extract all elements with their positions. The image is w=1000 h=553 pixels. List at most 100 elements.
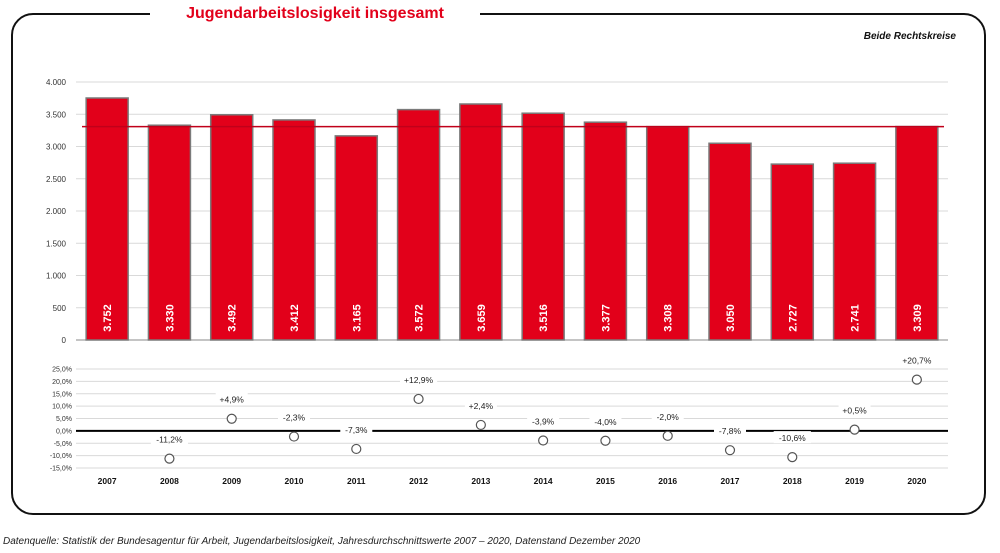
chart-title: Jugendarbeitslosigkeit insgesamt	[150, 1, 480, 27]
bar	[459, 103, 503, 341]
x-category-label: 2017	[721, 476, 740, 486]
point-label-bg	[340, 422, 373, 435]
x-category-label: 2008	[160, 476, 179, 486]
top-y-tick-label: 1.000	[46, 272, 67, 281]
top-y-tick-label: 500	[53, 304, 67, 313]
point-label-bg	[838, 403, 871, 416]
data-point	[226, 413, 237, 424]
bar	[583, 121, 628, 341]
top-y-tick-label: 2.000	[46, 207, 67, 216]
bar	[895, 125, 939, 341]
bottom-y-tick-label: 5,0%	[56, 416, 72, 423]
point-label-bg	[651, 409, 684, 422]
x-category-label: 2020	[907, 476, 926, 486]
point-label-bg	[215, 392, 248, 405]
point-label-bg	[589, 414, 622, 427]
bar	[521, 112, 565, 341]
x-category-label: 2012	[409, 476, 428, 486]
bar-value-label: 3.572	[414, 304, 426, 332]
data-point	[911, 374, 922, 385]
top-y-tick-label: 1.500	[46, 239, 67, 248]
bar	[645, 125, 690, 341]
data-point	[662, 430, 673, 441]
chart-frame	[11, 13, 986, 515]
data-point	[724, 445, 736, 456]
data-point	[164, 453, 175, 464]
top-y-tick-label: 4.000	[46, 78, 67, 87]
bar-value-label: 3.516	[538, 304, 550, 332]
bottom-y-tick-label: 15,0%	[52, 391, 72, 398]
top-y-tick-label: 2.500	[46, 175, 67, 184]
bottom-y-tick-label: 25,0%	[52, 367, 72, 374]
top-y-tick-label: 3.500	[46, 110, 67, 119]
x-category-label: 2007	[98, 476, 117, 486]
bar	[85, 97, 129, 341]
x-category-label: 2014	[534, 476, 553, 486]
point-value-label: -7,8%	[719, 426, 742, 436]
bottom-y-tick-label: 10,0%	[52, 404, 72, 411]
point-value-label: +20,7%	[902, 356, 932, 366]
point-value-label: +0,5%	[842, 406, 867, 416]
bottom-y-tick-label: -5,0%	[54, 441, 72, 448]
point-label-bg	[464, 398, 497, 411]
point-value-label: -4,0%	[594, 417, 617, 427]
data-point	[288, 431, 300, 442]
point-value-label: +12,9%	[404, 375, 434, 385]
data-point	[351, 443, 362, 455]
data-point	[538, 435, 549, 446]
bar	[334, 135, 379, 341]
bar	[396, 108, 441, 341]
point-label-bg	[773, 431, 811, 444]
data-point	[787, 452, 798, 463]
x-category-label: 2013	[471, 476, 490, 486]
data-point	[849, 424, 860, 435]
bar	[832, 162, 877, 341]
point-label-bg	[898, 353, 936, 366]
bar-value-label: 3.377	[600, 304, 612, 332]
x-category-label: 2018	[783, 476, 802, 486]
bar	[272, 119, 316, 341]
point-value-label: -3,9%	[532, 417, 555, 427]
point-value-label: -11,2%	[156, 435, 183, 445]
data-point	[600, 435, 611, 446]
point-value-label: -2,0%	[657, 412, 680, 422]
x-category-label: 2011	[347, 476, 366, 486]
bar-value-label: 3.309	[912, 304, 924, 332]
x-category-label: 2010	[285, 476, 304, 486]
point-label-bg	[150, 432, 189, 445]
bottom-y-tick-label: -10,0%	[50, 453, 72, 460]
x-category-label: 2009	[222, 476, 241, 486]
point-value-label: +2,4%	[469, 401, 494, 411]
point-value-label: +4,9%	[220, 395, 245, 405]
point-label-bg	[399, 372, 438, 385]
point-label-bg	[278, 410, 310, 423]
top-y-tick-label: 3.000	[46, 143, 67, 152]
top-y-tick-label: 0	[62, 336, 67, 345]
bar	[147, 124, 192, 341]
x-category-label: 2019	[845, 476, 864, 486]
point-value-label: -2,3%	[283, 413, 306, 423]
bar-value-label: 3.412	[289, 304, 301, 332]
data-source-note: Datenquelle: Statistik der Bundesagentur…	[3, 536, 641, 547]
bar-value-label: 3.330	[164, 304, 176, 332]
bottom-y-tick-label: 0,0%	[56, 428, 72, 435]
bar	[209, 114, 254, 341]
bar-value-label: 2.741	[850, 304, 862, 332]
point-value-label: -10,6%	[779, 433, 806, 443]
bar-value-label: 2.727	[787, 304, 799, 332]
point-value-label: -7,3%	[345, 425, 368, 435]
x-category-label: 2015	[596, 476, 615, 486]
chart-subtitle: Beide Rechtskreise	[863, 31, 956, 42]
bar-value-label: 3.492	[227, 304, 239, 332]
bar-value-label: 3.659	[476, 304, 488, 332]
point-label-bg	[527, 414, 560, 427]
point-label-bg	[714, 424, 746, 437]
bottom-y-tick-label: 20,0%	[52, 379, 72, 386]
data-point	[475, 419, 486, 431]
bar-value-label: 3.308	[663, 304, 675, 332]
bottom-y-tick-label: -15,0%	[50, 466, 72, 473]
bar-value-label: 3.752	[102, 304, 114, 332]
bar-value-label: 3.050	[725, 304, 737, 332]
bar	[770, 163, 815, 341]
